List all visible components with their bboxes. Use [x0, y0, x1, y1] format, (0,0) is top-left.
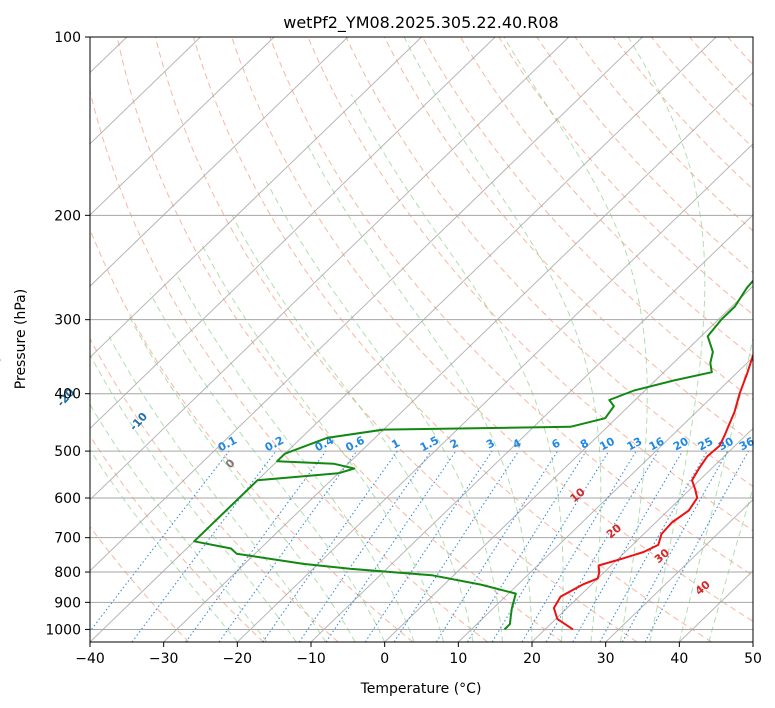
mixing-ratio-label: 36	[737, 435, 757, 454]
y-tick-label: 900	[54, 595, 81, 611]
y-tick-label: 200	[54, 208, 81, 224]
moist-adiabat-line	[175, 272, 415, 642]
mixing-ratio-label: 16	[647, 435, 667, 454]
isotherm-line	[90, 37, 496, 430]
dewpoint-line	[193, 279, 753, 631]
isotherm-line	[90, 37, 422, 358]
y-tick-label: 300	[54, 313, 81, 329]
x-tick-label: −10	[296, 651, 326, 667]
dry-adiabat-line	[116, 37, 563, 642]
dry-adiabat-line	[269, 37, 753, 577]
dry-adiabat-line	[192, 37, 712, 642]
isotherm-line	[90, 37, 643, 572]
isotherm-line	[384, 285, 753, 642]
moist-adiabat-line	[265, 180, 503, 642]
isotherm-line	[531, 427, 753, 642]
x-tick-label: 40	[670, 651, 688, 667]
isotherm-line	[90, 37, 201, 145]
mixing-ratio-label: 10	[597, 435, 617, 454]
plot-area	[90, 37, 753, 642]
moist-adiabat-line	[503, 37, 648, 642]
moist-adiabat-line	[90, 355, 297, 642]
y-tick-label: 600	[54, 491, 81, 507]
x-tick-label: 50	[744, 651, 762, 667]
chart-title: wetPf2_YM08.2025.305.22.40.R08	[283, 13, 558, 33]
x-tick-label: −20	[223, 651, 253, 667]
axes: −40 −30 −20 −10 0 10 20 30 40 50 100 200 300 400 500 60…	[45, 30, 762, 667]
x-axis-label: Temperature (°C)	[360, 681, 482, 697]
x-tick-label: −30	[149, 651, 179, 667]
mixing-ratio-line	[491, 450, 610, 642]
moist-adiabat-line	[231, 215, 474, 642]
isotherm-line	[457, 356, 753, 642]
moist-adiabat-line	[201, 245, 445, 642]
mixing-ratio-line	[467, 450, 587, 642]
profile-lines	[193, 279, 753, 631]
moist-adiabat-line	[403, 37, 602, 642]
mixing-ratio-line	[364, 450, 493, 642]
dry-adiabat-line	[90, 435, 264, 642]
isotherm-line	[90, 37, 570, 501]
mixing-ratio-line	[435, 450, 559, 642]
plot-frame	[89, 36, 754, 643]
mixing-ratio-line	[644, 450, 749, 642]
mixing-ratio-label: 20	[671, 435, 691, 454]
mixing-ratio-line	[599, 450, 708, 642]
moist-adiabat-line	[350, 94, 564, 642]
isotherm-line	[90, 37, 349, 287]
x-tick-label: 20	[523, 651, 541, 667]
y-tick-label: 500	[54, 444, 81, 460]
x-tick-label: −40	[75, 651, 105, 667]
isotherm-line	[605, 498, 753, 642]
dry-adiabat-line	[231, 37, 753, 622]
mixing-ratio-line	[218, 450, 358, 642]
x-tick-label: 30	[597, 651, 615, 667]
isotherm-line	[752, 641, 753, 642]
x-tick-label: 0	[380, 651, 389, 667]
mixing-ratio-label: 25	[696, 435, 716, 454]
mixing-ratio-line	[621, 450, 729, 642]
mixing-ratio-label: 30	[716, 435, 736, 454]
x-tick-label: 10	[449, 651, 467, 667]
background-lines	[90, 37, 753, 642]
dry-adiabat-line	[345, 37, 753, 488]
dry-adiabat-label: -30	[0, 352, 4, 376]
moist-adiabat-line	[90, 448, 238, 642]
isotherm-line	[163, 71, 753, 642]
y-tick-label: 800	[54, 565, 81, 581]
isotherm-line	[310, 214, 753, 642]
dry-adiabat-line	[498, 37, 753, 316]
isotherm-line	[236, 143, 753, 642]
mixing-ratio-line	[298, 450, 432, 642]
y-tick-label: 400	[54, 387, 81, 403]
dry-adiabat-line	[90, 228, 414, 642]
y-axis-label: Pressure (hPa)	[13, 289, 29, 389]
mixing-ratio-label: 13	[625, 435, 645, 454]
temperature-line	[552, 352, 753, 631]
dry-adiabat-line	[460, 37, 753, 358]
mixing-ratio-line	[325, 450, 457, 642]
y-tick-label: 1000	[45, 622, 81, 638]
isotherm-line	[90, 37, 275, 216]
moist-adiabat-line	[128, 315, 356, 642]
mixing-ratio-line	[262, 450, 398, 642]
y-tick-label: 100	[54, 30, 81, 46]
y-tick-label: 700	[54, 531, 81, 547]
dry-adiabat-line	[90, 337, 339, 642]
moist-adiabat-line	[627, 37, 706, 642]
mixing-ratio-line	[393, 450, 520, 642]
mixing-ratio-line	[185, 450, 327, 642]
moist-adiabat-line	[708, 486, 753, 642]
moist-adiabat-line	[90, 403, 268, 642]
moist-adiabat-line	[678, 335, 753, 642]
